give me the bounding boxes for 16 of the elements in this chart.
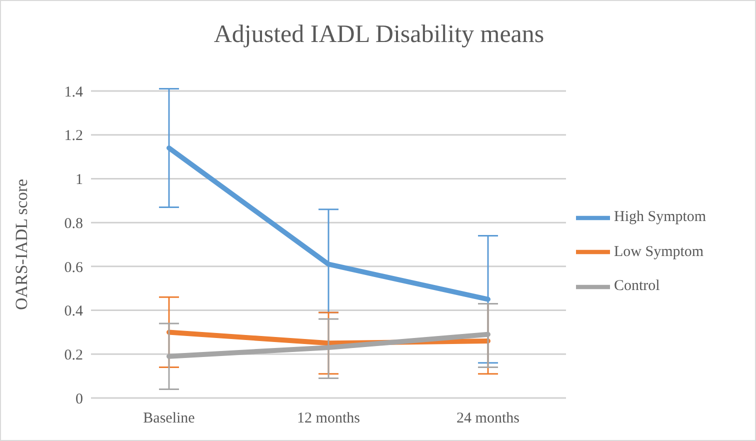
y-tick-label: 0.6: [64, 260, 84, 276]
y-tick-label: 1.4: [64, 84, 84, 100]
legend-label: High Symptom: [614, 209, 706, 226]
chart-title: Adjusted IADL Disability means: [212, 21, 546, 49]
y-tick-label: 0.2: [64, 347, 83, 364]
y-axis-title: OARS-IADL score: [12, 178, 32, 310]
y-tick-label: 1: [76, 172, 83, 188]
legend-label: Control: [614, 278, 660, 294]
x-tick-label: Baseline: [143, 410, 196, 427]
y-tick-label: 0.8: [64, 216, 83, 232]
y-tick-label: 0: [76, 391, 83, 408]
legend-label: Low Symptom: [614, 244, 704, 260]
x-tick-label: 12 months: [297, 410, 360, 427]
x-tick-label: 24 months: [456, 410, 520, 427]
y-tick-label: 1.2: [64, 128, 83, 144]
y-tick-label: 0.4: [64, 304, 84, 320]
